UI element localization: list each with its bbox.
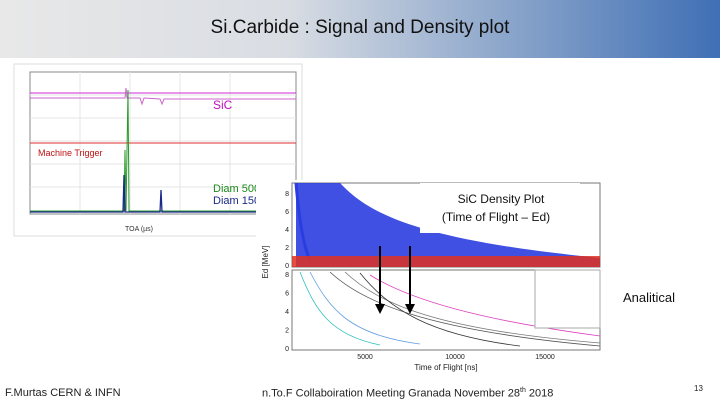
tick-label: 8 — [285, 272, 289, 279]
tick-label: 5000 — [357, 354, 373, 361]
signal-plot: SiC Machine Trigger Diam 500 Diam 150 TO… — [13, 63, 303, 237]
tick-label: 6 — [285, 209, 289, 216]
title-bar — [0, 0, 720, 58]
axis-label: Ed [MeV] — [261, 246, 270, 279]
slide-title: Si.Carbide : Signal and Density plot — [210, 17, 510, 38]
tick-label: 4 — [285, 227, 289, 234]
label: Diam 150 — [213, 195, 260, 207]
axis-label: Time of Flight [ns] — [414, 363, 477, 372]
tick-label: 2 — [285, 328, 289, 335]
axis-label: TOA (µs) — [125, 226, 153, 233]
caption: SiC Density Plot — [458, 192, 545, 206]
caption: (Time of Flight – Ed) — [442, 210, 550, 224]
footer-center: n.To.F Collaboiration Meeting Granada No… — [262, 387, 553, 400]
tick-label: 0 — [285, 346, 289, 353]
tick-label: 15000 — [535, 354, 555, 361]
tick-label: 0 — [285, 263, 289, 270]
density-plot: SiC Density Plot (Time of Flight – Ed) T… — [256, 180, 606, 372]
footer-text: n.To.F Collaboiration Meeting Granada No… — [262, 387, 521, 400]
footer-left: F.Murtas CERN & INFN — [5, 387, 121, 399]
annotation: Analitical — [623, 290, 676, 305]
tick-label: 6 — [285, 291, 289, 298]
label: SiC — [213, 98, 233, 112]
label: Machine Trigger — [38, 148, 103, 158]
tick-label: 4 — [285, 309, 289, 316]
footer-sup: th — [520, 387, 526, 394]
tick-label: 10000 — [445, 354, 465, 361]
label: Diam 500 — [213, 183, 260, 195]
footer-text: 2018 — [525, 387, 554, 400]
tick-label: 8 — [285, 191, 289, 198]
tick-label: 2 — [285, 245, 289, 252]
page-number: 13 — [694, 384, 703, 393]
